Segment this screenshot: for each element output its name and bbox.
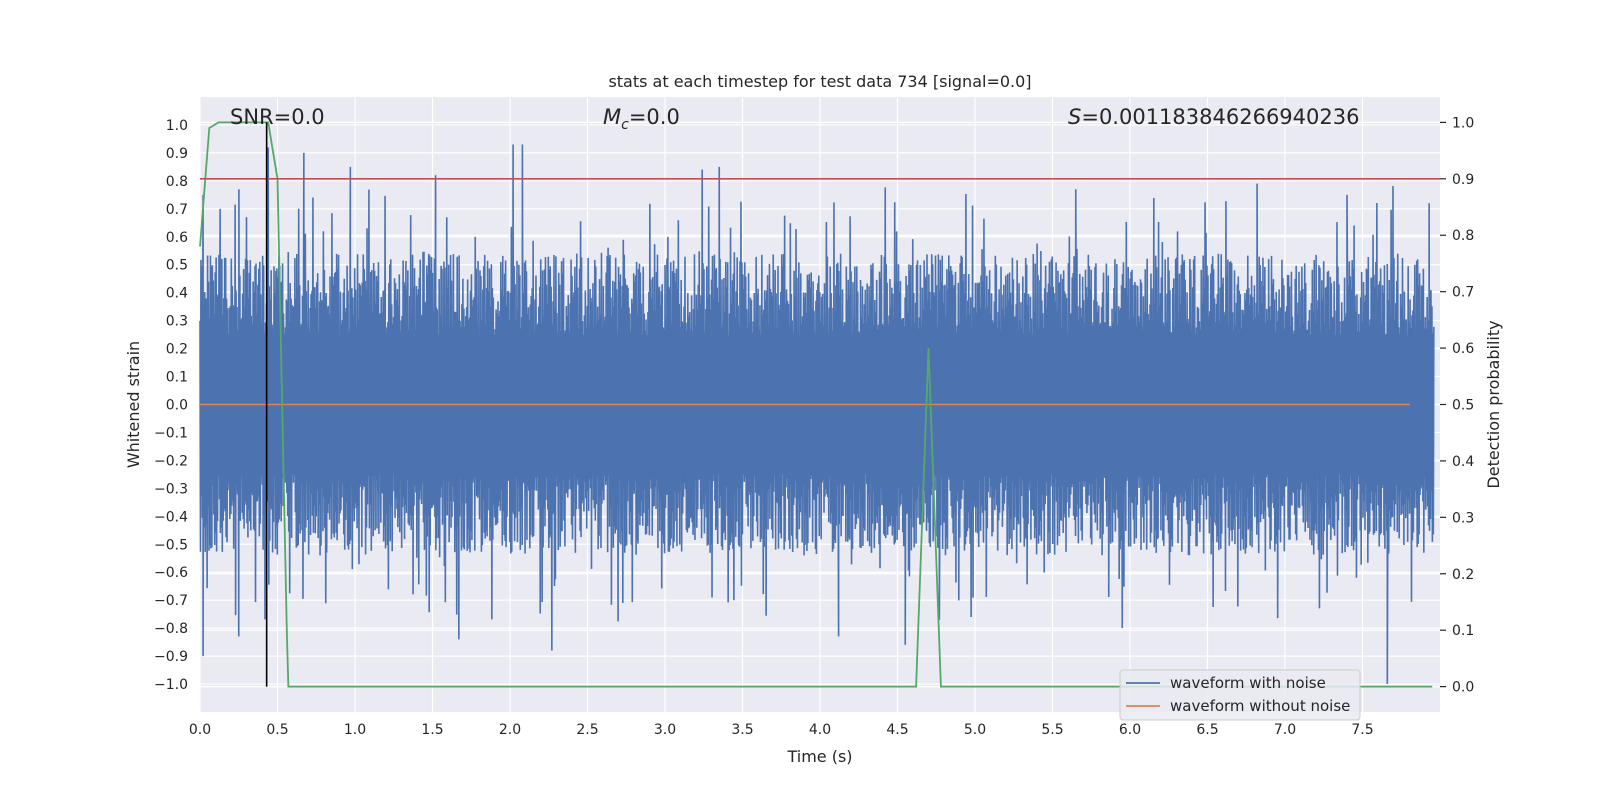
legend-label-waveform-without-noise: waveform without noise [1170, 697, 1350, 715]
x-tick-label: 3.5 [731, 722, 753, 738]
y2-tick-label: 0.6 [1452, 341, 1474, 357]
y-tick-label: −0.8 [154, 621, 188, 637]
x-tick-label: 2.5 [576, 722, 598, 738]
x-tick-label: 1.0 [344, 722, 366, 738]
y-tick-label: 0.7 [166, 202, 188, 218]
annotation-statistic: S=0.001183846266940236 [1068, 105, 1359, 129]
x-tick-label: 0.5 [266, 722, 288, 738]
y-tick-label: 0.9 [166, 146, 188, 162]
x-tick-label: 5.5 [1041, 722, 1063, 738]
x-tick-label: 5.0 [964, 722, 986, 738]
x-tick-label: 6.0 [1119, 722, 1141, 738]
y-tick-label: 1.0 [166, 118, 188, 134]
line-waveform-with-noise [199, 144, 1435, 685]
y-tick-label: 0.0 [166, 398, 188, 414]
x-tick-label: 4.0 [809, 722, 831, 738]
y-axis-left: 1.0 0.9 0.8 0.7 0.6 0.5 0.4 0.3 0.2 0.1 0.0 −0.1 −0.… [154, 118, 188, 693]
series-waveform-with-noise [199, 144, 1435, 685]
x-tick-label: 0.0 [189, 722, 211, 738]
x-tick-label: 1.5 [421, 722, 443, 738]
line-detection-probability [199, 121, 1433, 688]
y2-tick-label: 0.3 [1452, 510, 1474, 526]
legend-label-waveform-with-noise: waveform with noise [1170, 674, 1326, 692]
y-tick-label: 0.2 [166, 342, 188, 358]
y2-tick-label: 0.0 [1452, 680, 1474, 696]
y-tick-label: −0.1 [154, 425, 188, 441]
y-tick-label: −0.7 [154, 593, 188, 609]
x-tick-label: 7.5 [1351, 722, 1373, 738]
x-tick-label: 4.5 [886, 722, 908, 738]
y2-tick-label: 0.4 [1452, 454, 1474, 470]
x-tick-label: 3.0 [654, 722, 676, 738]
y-axis-right: 1.0 0.9 0.8 0.7 0.6 0.5 0.4 0.3 0.2 0.1 0.0 [1440, 115, 1474, 696]
x-axis-label: Time (s) [786, 747, 852, 766]
y-tick-label: 0.6 [166, 230, 188, 246]
y-tick-label: −0.9 [154, 649, 188, 665]
y2-tick-label: 0.9 [1452, 172, 1474, 188]
y-tick-label: −0.2 [154, 453, 188, 469]
annotation-chirp-mass: Mc=0.0 [603, 105, 680, 133]
chart-title: stats at each timestep for test data 734… [608, 72, 1031, 91]
y2-tick-label: 0.2 [1452, 567, 1474, 583]
y-tick-label: 0.4 [166, 286, 188, 302]
y2-tick-label: 0.5 [1452, 398, 1474, 414]
annotation-snr: SNR=0.0 [230, 105, 325, 129]
y-tick-label: 0.3 [166, 314, 188, 330]
x-axis: 0.0 0.5 1.0 1.5 2.0 2.5 3.0 3.5 4.0 4.5 5.0 5.5 6.0 6… [189, 722, 1374, 738]
y2-tick-label: 0.7 [1452, 285, 1474, 301]
y2-tick-label: 0.1 [1452, 623, 1474, 639]
y-tick-label: 0.8 [166, 174, 188, 190]
y2-tick-label: 0.8 [1452, 228, 1474, 244]
annotation-statistic-value: =0.001183846266940236 [1081, 105, 1359, 129]
y2-tick-label: 1.0 [1452, 115, 1474, 131]
legend-box [1119, 669, 1361, 721]
y-tick-label: −0.5 [154, 537, 188, 553]
x-tick-label: 6.5 [1196, 722, 1218, 738]
annotation-chirp-mass-value: =0.0 [629, 105, 680, 129]
x-tick-label: 7.0 [1274, 722, 1296, 738]
annotation-statistic-symbol: S [1068, 105, 1081, 129]
y-axis-label: Whitened strain [124, 341, 143, 468]
y-tick-label: −0.4 [154, 509, 188, 525]
y-tick-label: −1.0 [154, 677, 188, 693]
annotation-chirp-mass-subscript: c [621, 117, 629, 133]
y-tick-label: 0.5 [166, 258, 188, 274]
legend: waveform with noise waveform without noi… [1119, 669, 1361, 721]
y-tick-label: −0.3 [154, 481, 188, 497]
annotation-chirp-mass-symbol: M [603, 105, 621, 129]
x-tick-label: 2.0 [499, 722, 521, 738]
y-tick-label: −0.6 [154, 565, 188, 581]
y-tick-label: 0.1 [166, 370, 188, 386]
y2-axis-label: Detection probability [1484, 320, 1503, 488]
series-detection-probability [199, 121, 1440, 688]
